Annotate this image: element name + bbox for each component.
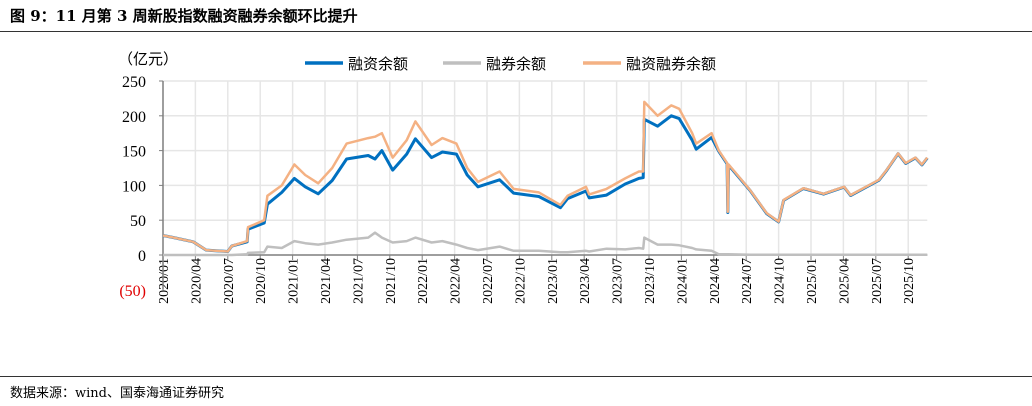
x-tick-label: 2020/07 [222, 258, 237, 304]
lending-balance-line [162, 114, 929, 253]
x-tick-label: 2024/04 [708, 258, 723, 304]
x-tick-label: 2024/01 [675, 258, 690, 304]
x-tick-label: 2023/04 [578, 258, 593, 304]
x-tick-label: 2020/01 [157, 258, 172, 304]
x-tick-label: 2024/07 [740, 258, 755, 304]
legend-label: 融券余额 [486, 55, 546, 73]
bottom-divider [0, 376, 1032, 377]
y-tick-label: 100 [122, 178, 146, 195]
x-tick-label: 2021/01 [287, 258, 302, 304]
x-tick-label: 2025/07 [870, 258, 885, 304]
series-lines [162, 100, 929, 257]
y-tick-label: 50 [130, 213, 146, 230]
x-tick-label: 2023/01 [546, 258, 561, 304]
x-tick-label: 2020/10 [254, 258, 269, 304]
y-tick-label: 0 [138, 248, 146, 265]
x-tick-label: 2025/10 [902, 258, 917, 304]
legend-label: 融资融券余额 [626, 55, 716, 73]
axes: 250 200 150 100 50 0 (50) 2020/01 2020/04 2020/07… [119, 74, 928, 304]
legend-label: 融资余额 [348, 55, 408, 73]
x-tick-label: 2024/10 [773, 258, 788, 304]
y-tick-label: (50) [119, 283, 146, 300]
x-tick-label: 2023/10 [643, 258, 658, 304]
x-tick-label: 2020/04 [189, 258, 204, 304]
figure-title: 图 9：11 月第 3 周新股指数融资融券余额环比提升 [10, 7, 358, 25]
x-tick-label: 2022/10 [513, 258, 528, 304]
total-margin-balance-line [162, 100, 929, 253]
x-tick-label: 2021/04 [319, 258, 334, 304]
legend: 融资余额 融券余额 融资融券余额 [305, 55, 716, 73]
top-divider [0, 31, 1032, 32]
x-tick-label: 2021/07 [351, 258, 366, 304]
financing-balance-line [163, 231, 928, 257]
x-tick-label: 2025/01 [805, 258, 820, 304]
source-note: 数据来源：wind、国泰海通证券研究 [10, 386, 224, 401]
y-tick-label: 150 [122, 144, 146, 161]
x-tick-label: 2023/07 [611, 258, 626, 304]
x-tick-label: 2025/04 [837, 258, 852, 304]
x-tick-label: 2022/07 [481, 258, 496, 304]
grid [163, 80, 928, 255]
x-tick-label: 2022/01 [416, 258, 431, 304]
x-tick-label: 2022/04 [449, 258, 464, 304]
x-tick-label: 2021/10 [384, 258, 399, 304]
y-axis-unit: （亿元） [118, 51, 178, 68]
y-tick-label: 250 [122, 74, 146, 91]
y-tick-label: 200 [122, 109, 146, 126]
